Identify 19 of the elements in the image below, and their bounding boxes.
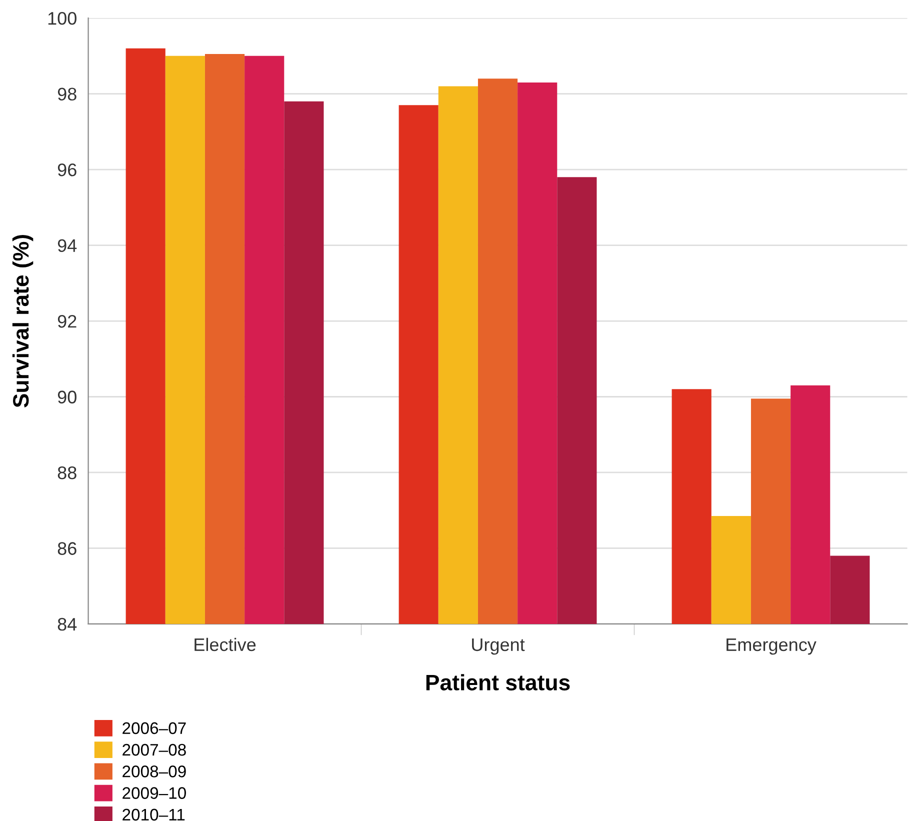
- legend-label: 2008–09: [122, 766, 186, 778]
- x-axis-title: Patient status: [426, 674, 570, 690]
- legend-label: 2010–11: [122, 808, 185, 821]
- y-tick-label: 96: [58, 163, 76, 176]
- y-tick-label: 88: [58, 466, 76, 480]
- y-tick-label: 100: [48, 12, 76, 25]
- y-tick-label: 92: [58, 314, 76, 328]
- y-tick-label: 86: [58, 542, 76, 555]
- y-tick-label: 84: [58, 618, 77, 631]
- x-tick-label: Elective: [194, 638, 256, 652]
- legend-label: 2009–10: [122, 787, 186, 799]
- y-axis-title: Survival rate (%): [12, 235, 34, 408]
- legend-label: 2006–07: [122, 722, 186, 734]
- y-tick-label: 98: [58, 88, 76, 101]
- x-tick-label: Emergency: [726, 638, 816, 655]
- y-tick-label: 94: [58, 239, 77, 252]
- y-tick-label: 90: [58, 390, 76, 404]
- legend-label: 2007–08: [122, 744, 186, 756]
- x-tick-label: Urgent: [472, 638, 525, 655]
